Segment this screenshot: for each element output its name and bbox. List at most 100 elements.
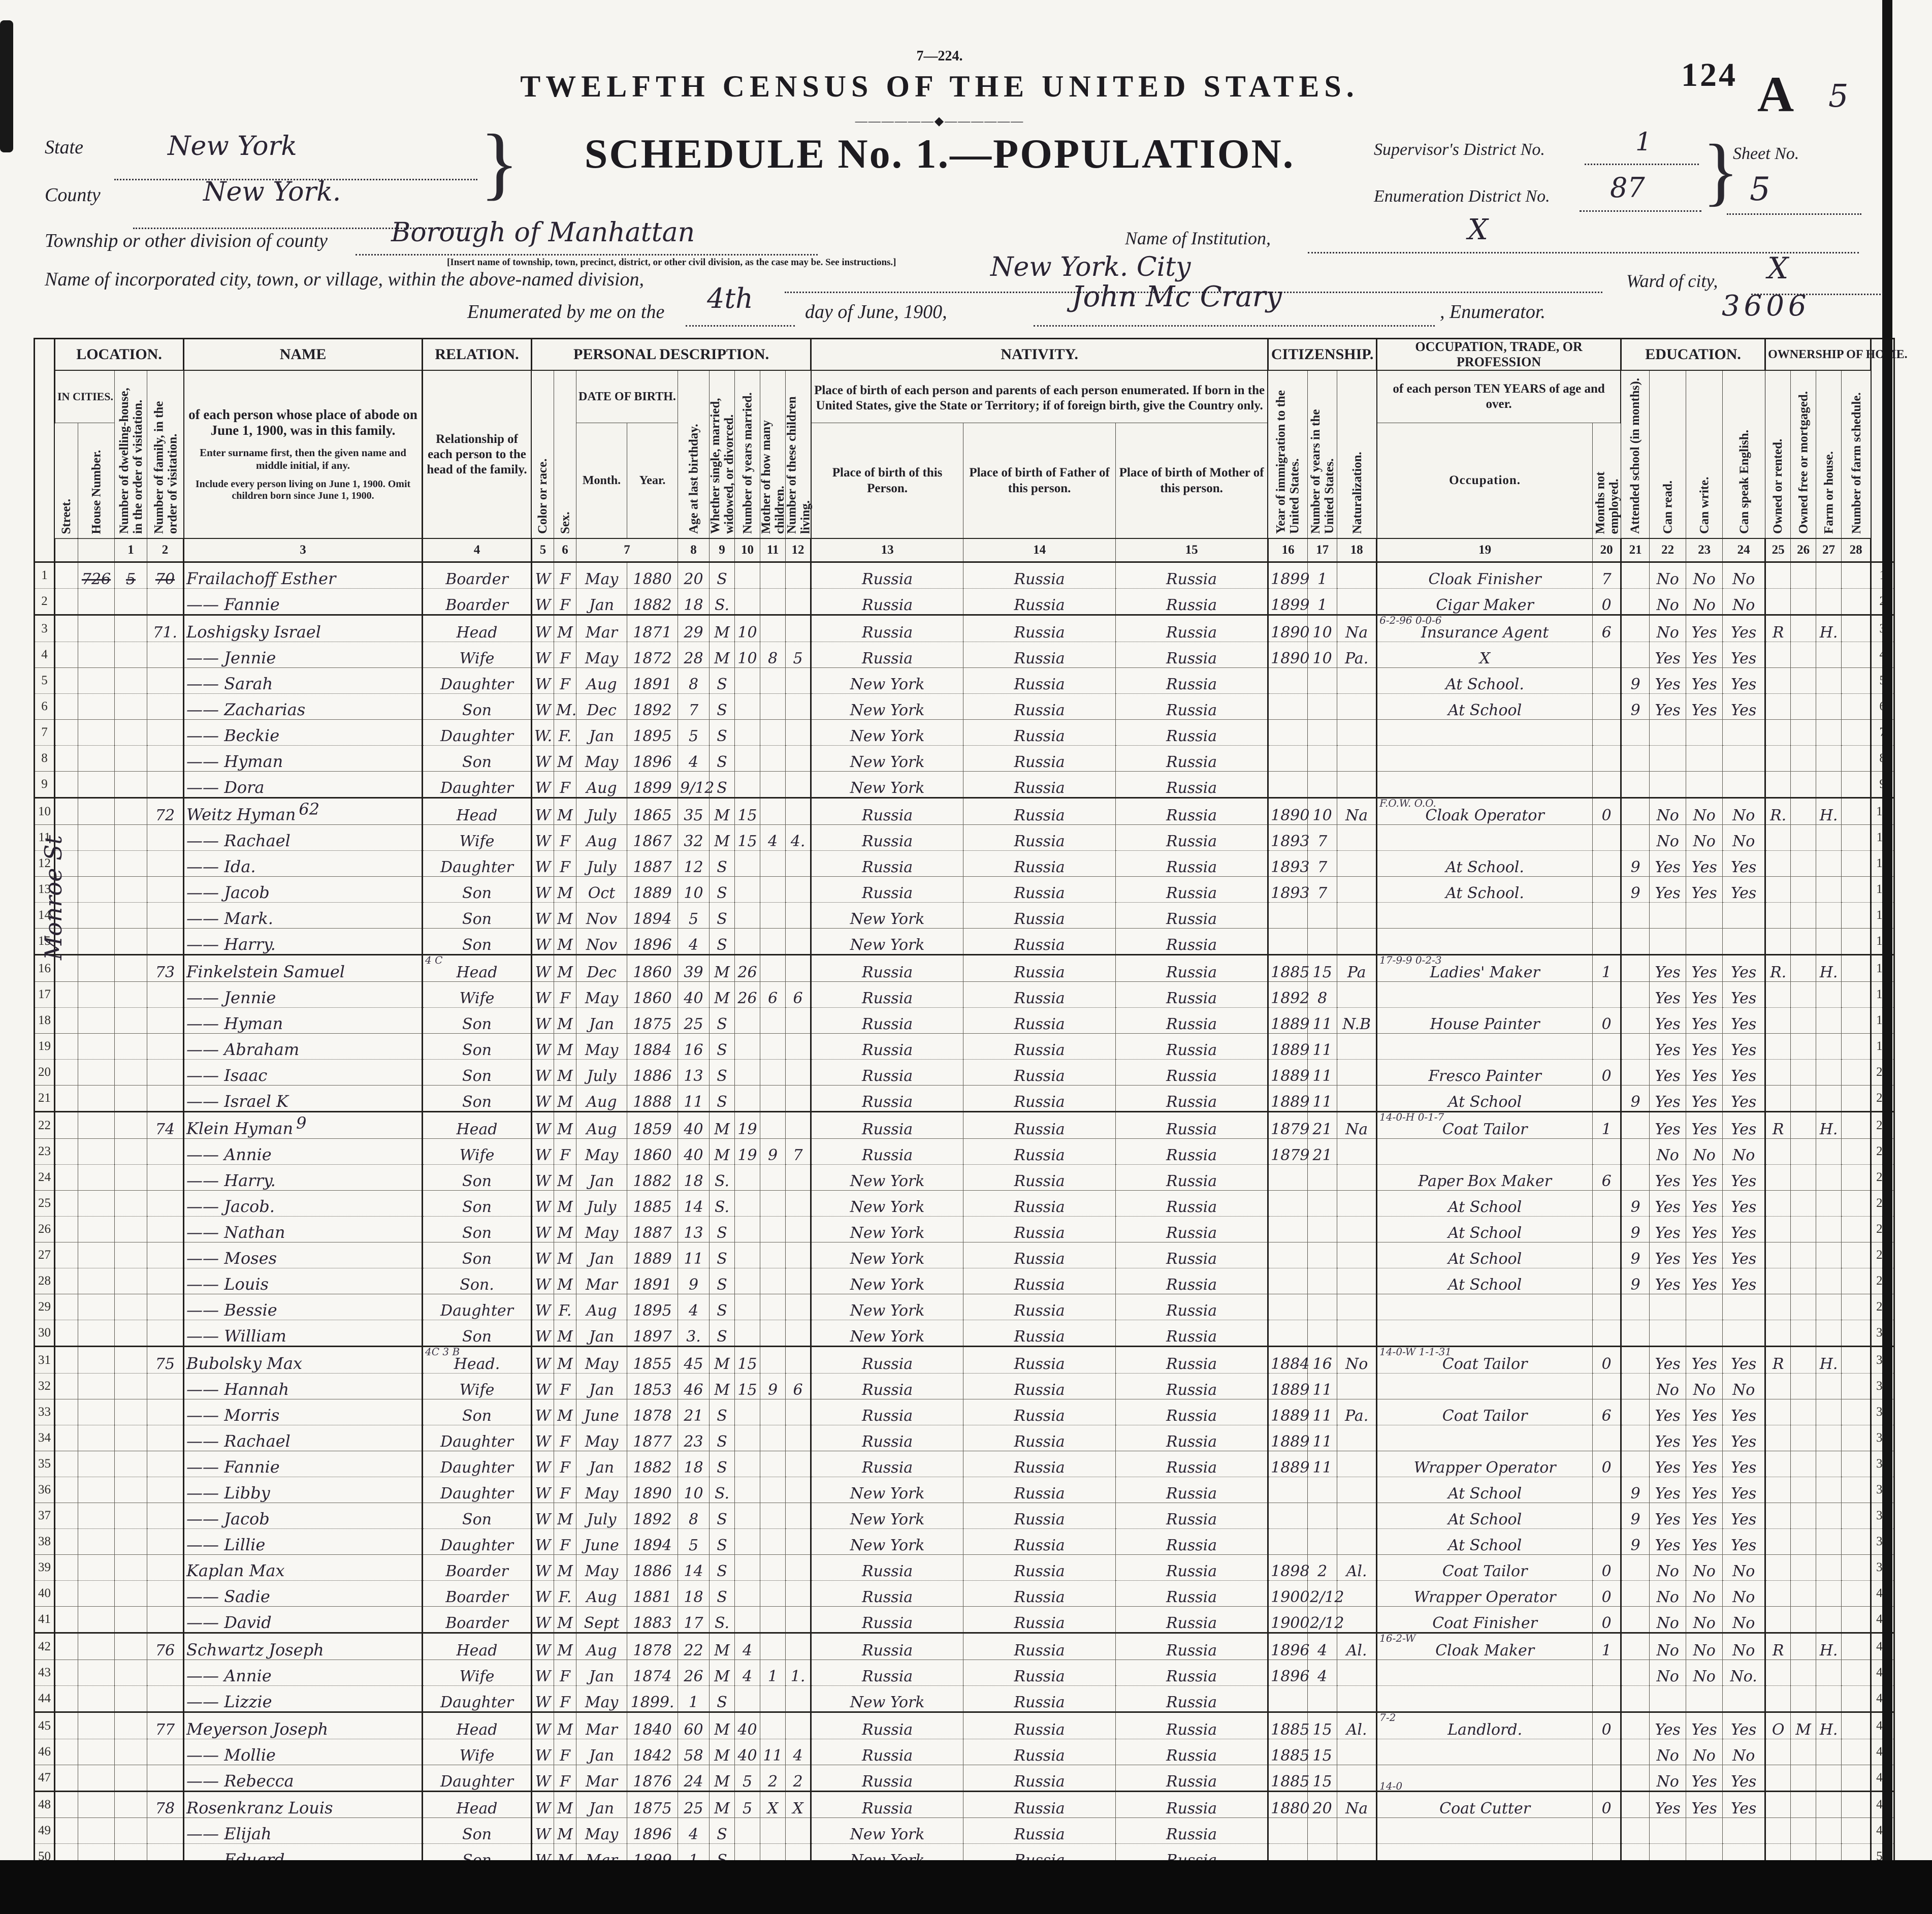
cell-ma: S bbox=[709, 693, 735, 720]
cell-occ bbox=[1376, 1817, 1593, 1844]
cell-mo: July bbox=[576, 1503, 628, 1529]
cell-occ bbox=[1376, 981, 1593, 1008]
cell-pb: Russia bbox=[810, 1138, 964, 1165]
cell-wr: Yes bbox=[1686, 1503, 1723, 1529]
cell-rd: Yes bbox=[1649, 1425, 1687, 1451]
cell-pf: Russia bbox=[963, 1685, 1116, 1712]
cell-pm: Russia bbox=[1115, 588, 1269, 615]
cell-yr: 1896 bbox=[627, 745, 679, 772]
cell-mne: 0 bbox=[1592, 1791, 1622, 1818]
cell-mc bbox=[760, 902, 786, 929]
cell-rd: Yes bbox=[1649, 1007, 1687, 1034]
cell-o28 bbox=[1841, 1632, 1872, 1660]
cell-age: 35 bbox=[678, 797, 710, 825]
cell-im bbox=[1267, 745, 1308, 772]
cell-pm: Russia bbox=[1115, 981, 1269, 1008]
cell-age: 60 bbox=[678, 1711, 710, 1739]
cell-cl bbox=[785, 850, 812, 877]
cell-cl bbox=[785, 561, 812, 589]
cell-rd: Yes bbox=[1649, 1791, 1687, 1818]
cell-s: F bbox=[554, 561, 577, 589]
cell-o27 bbox=[1816, 1399, 1842, 1425]
cell-name: Loshigsky Israel bbox=[183, 614, 423, 642]
cell-ym: 4 bbox=[734, 1632, 761, 1660]
cell-o25 bbox=[1764, 1425, 1791, 1451]
cell-pb: New York bbox=[810, 1216, 964, 1242]
cell-en bbox=[1722, 1817, 1766, 1844]
cell-pb: New York bbox=[810, 1294, 964, 1320]
cell-rd bbox=[1649, 928, 1687, 955]
sheet-line bbox=[1727, 213, 1861, 215]
cell-yu: 10 bbox=[1307, 642, 1338, 668]
cell-occ: Coat Tailor bbox=[1376, 1554, 1593, 1581]
cell-rd: Yes bbox=[1649, 1216, 1687, 1242]
cell-yr: 1877 bbox=[627, 1425, 679, 1451]
cell-rel: Wife bbox=[422, 981, 532, 1008]
cell-na: Na bbox=[1337, 614, 1377, 642]
cell-wr: Yes bbox=[1686, 1765, 1723, 1792]
cell-s: M bbox=[554, 1399, 577, 1425]
cell-o25 bbox=[1764, 1399, 1791, 1425]
cell-o28 bbox=[1841, 1190, 1872, 1217]
cell-c: W bbox=[531, 1660, 555, 1686]
cell-pb: Russia bbox=[810, 1085, 964, 1112]
cell-o25 bbox=[1764, 719, 1791, 746]
cell-mne: 7 bbox=[1592, 561, 1622, 589]
cell-pb: Russia bbox=[810, 824, 964, 851]
col-can-write-label: Can write. bbox=[1686, 370, 1723, 538]
cell-o25 bbox=[1764, 1373, 1791, 1399]
cell-pm: Russia bbox=[1115, 1477, 1269, 1503]
cell-sch bbox=[1620, 1164, 1650, 1191]
cell-sch bbox=[1620, 745, 1650, 772]
cell-fam bbox=[146, 1164, 184, 1191]
cell-sch: 9 bbox=[1620, 1528, 1650, 1555]
cell-occ bbox=[1376, 1320, 1593, 1347]
cell-ma: S bbox=[709, 902, 735, 929]
cell-ym bbox=[734, 1817, 761, 1844]
cell-rel: Daughter bbox=[422, 1477, 532, 1503]
cell-pm: Russia bbox=[1115, 1033, 1269, 1060]
cell-occ bbox=[1376, 1660, 1593, 1686]
cell-wr: Yes bbox=[1686, 1085, 1723, 1112]
cell-cl bbox=[785, 902, 812, 929]
cell-fam bbox=[146, 642, 184, 668]
cell-o28 bbox=[1841, 1580, 1872, 1607]
cell-st bbox=[54, 902, 78, 929]
state-county-brace: } bbox=[480, 117, 519, 208]
col-street-label: Street. bbox=[54, 423, 78, 538]
cell-o27 bbox=[1816, 642, 1842, 668]
cell-yr: 1899. bbox=[627, 1685, 679, 1712]
cell-rel: Wife bbox=[422, 1739, 532, 1765]
cell-rel: Son bbox=[422, 1033, 532, 1060]
col-years-married-label: Number of years married. bbox=[734, 370, 760, 538]
cell-pb: Russia bbox=[810, 1660, 964, 1686]
city-line bbox=[785, 292, 1602, 293]
cell-occ bbox=[1376, 719, 1593, 746]
cell-st bbox=[54, 1268, 78, 1294]
cell-o26 bbox=[1790, 614, 1817, 642]
cell-im bbox=[1267, 1242, 1308, 1268]
cell-sch bbox=[1620, 588, 1650, 615]
cell-st bbox=[54, 1007, 78, 1034]
cell-o25 bbox=[1764, 928, 1791, 955]
cell-o28 bbox=[1841, 876, 1872, 903]
cell-ma: S bbox=[709, 561, 735, 589]
cell-ym bbox=[734, 928, 761, 955]
cell-sch bbox=[1620, 1711, 1650, 1739]
cell-sch: 9 bbox=[1620, 1268, 1650, 1294]
cell-en: Yes bbox=[1722, 954, 1766, 982]
cell-hn bbox=[78, 1580, 115, 1607]
cell-pf: Russia bbox=[963, 1242, 1116, 1268]
cell-age: 9 bbox=[678, 1268, 710, 1294]
cell-age: 14 bbox=[678, 1190, 710, 1217]
cell-occ: At School. bbox=[1376, 850, 1593, 877]
cell-occ: At School bbox=[1376, 1268, 1593, 1294]
cell-name: —— Annie bbox=[183, 1660, 423, 1686]
cell-o27 bbox=[1816, 1059, 1842, 1086]
cell-ym bbox=[734, 588, 761, 615]
cell-o25: R bbox=[1764, 614, 1791, 642]
table-row: 46 —— Mollie Wife W F Jan 1842 58 M 40 11 4 Russia Ru… bbox=[34, 1739, 1895, 1765]
cell-age: 8 bbox=[678, 667, 710, 694]
table-row: 19 —— Abraham Son W M May 1884 16 S Russia Russia R… bbox=[34, 1033, 1895, 1060]
